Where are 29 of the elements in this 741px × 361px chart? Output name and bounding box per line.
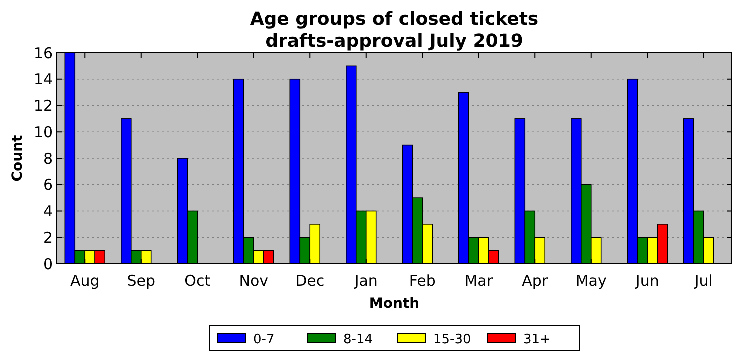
x-tick-label: Oct <box>184 272 211 290</box>
x-tick-label: Mar <box>464 272 494 290</box>
y-tick-label: 0 <box>43 255 53 274</box>
y-tick-label: 4 <box>43 202 53 220</box>
x-tick-label: May <box>576 272 607 290</box>
y-axis-title: Count <box>10 134 26 182</box>
x-tick-label: Jul <box>694 272 713 290</box>
legend-label: 0-7 <box>254 332 275 348</box>
chart-subtitle: drafts-approval July 2019 <box>266 31 524 52</box>
y-tick-label: 12 <box>34 97 53 115</box>
x-tick-label: Aug <box>70 272 100 290</box>
legend-label: 15-30 <box>434 332 472 348</box>
x-tick-label: Jun <box>634 272 660 290</box>
legend-label: 31+ <box>524 332 551 348</box>
x-tick-label: Apr <box>522 272 549 290</box>
x-tick-label: Feb <box>409 272 436 290</box>
y-tick-label: 2 <box>43 228 53 247</box>
y-tick-label: 8 <box>43 150 53 168</box>
x-axis-title: Month <box>369 296 420 312</box>
chart-title: Age groups of closed tickets <box>250 9 539 30</box>
y-tick-label: 14 <box>34 70 53 89</box>
x-tick-label: Dec <box>296 272 325 290</box>
y-tick-label: 6 <box>43 176 53 194</box>
y-tick-label: 16 <box>34 44 53 62</box>
x-tick-label: Sep <box>127 272 156 290</box>
x-tick-label: Nov <box>239 272 269 290</box>
y-tick-label: 10 <box>34 123 53 142</box>
x-tick-label: Jan <box>354 272 378 290</box>
legend-label: 8-14 <box>344 332 374 348</box>
